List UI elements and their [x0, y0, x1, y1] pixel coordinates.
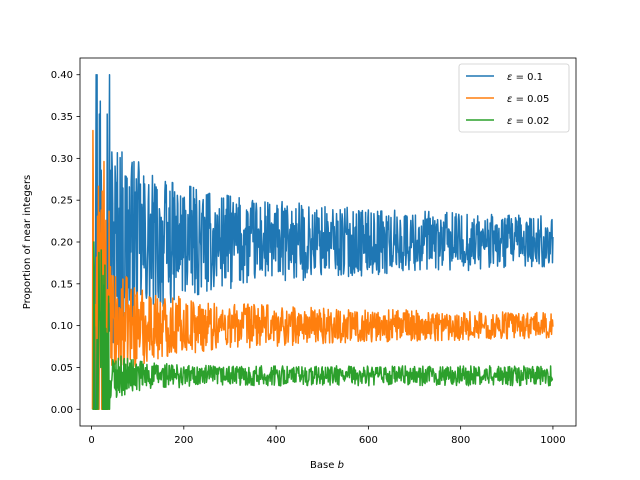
- legend-items: ε = 0.1ε = 0.05ε = 0.02: [466, 72, 549, 127]
- y-tick-label: 0.40: [51, 70, 73, 81]
- y-tick-label: 0.30: [51, 154, 73, 165]
- y-axis: 0.00 0.05 0.10 0.15 0.20 0.25 0.30 0.35 0.40: [51, 70, 80, 416]
- legend-label-var: ε: [507, 116, 513, 127]
- legend-label-value: = 0.1: [512, 72, 543, 83]
- legend-label: ε = 0.1: [507, 72, 543, 83]
- x-tick-label: 0: [88, 435, 94, 446]
- series-line: [92, 241, 554, 411]
- series-line: [92, 73, 554, 411]
- x-tick-label: 200: [174, 435, 193, 446]
- x-tick-label: 600: [359, 435, 378, 446]
- y-tick-label: 0.00: [51, 405, 73, 416]
- x-axis-label-var: b: [338, 460, 344, 471]
- legend-label-var: ε: [507, 94, 513, 105]
- x-tick-label: 800: [451, 435, 470, 446]
- legend: ε = 0.1ε = 0.05ε = 0.02: [458, 63, 570, 133]
- series-line: [91, 129, 554, 411]
- legend-label: ε = 0.02: [507, 116, 549, 127]
- x-axis-label-text: Base: [310, 460, 334, 471]
- y-tick-label: 0.25: [51, 196, 73, 207]
- y-tick-label: 0.05: [51, 363, 73, 374]
- legend-label-var: ε: [507, 72, 513, 83]
- legend-label-value: = 0.02: [512, 116, 549, 127]
- y-tick-label: 0.10: [51, 321, 73, 332]
- x-tick-label: 400: [267, 435, 286, 446]
- x-axis: 0 200 400 600 800 1000: [88, 426, 566, 446]
- legend-label: ε = 0.05: [507, 94, 549, 105]
- legend-box: [458, 63, 570, 133]
- x-tick-label: 1000: [540, 435, 565, 446]
- y-tick-label: 0.35: [51, 112, 73, 123]
- legend-label-value: = 0.05: [512, 94, 549, 105]
- y-tick-label: 0.20: [51, 238, 73, 249]
- series-layer: [91, 73, 554, 411]
- y-axis-label: Proportion of near integers: [22, 175, 33, 310]
- y-tick-label: 0.15: [51, 279, 73, 290]
- x-axis-label: Base b: [310, 460, 344, 471]
